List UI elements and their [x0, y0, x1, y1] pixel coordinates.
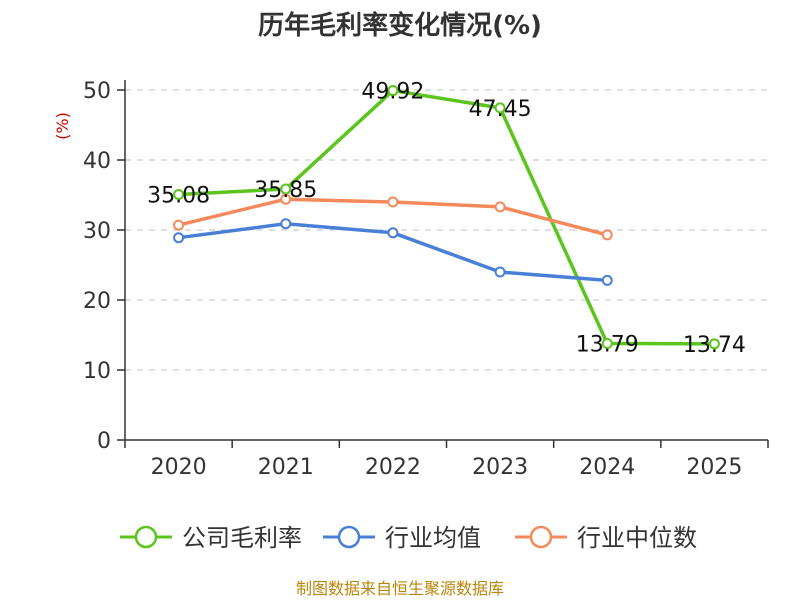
data-point-s2-2023[interactable]	[494, 201, 506, 213]
data-point-s0-2023[interactable]	[494, 102, 506, 114]
data-point-s0-2025[interactable]	[708, 338, 720, 350]
legend-marker-2	[529, 525, 553, 549]
legend-item-1[interactable]: 行业均值	[323, 524, 481, 552]
data-point-s2-2024[interactable]	[601, 229, 613, 241]
legend-label-1: 行业均值	[385, 524, 481, 552]
data-point-s1-2022[interactable]	[387, 227, 399, 239]
y-tick-label-20: 20	[83, 289, 111, 314]
y-tick-label-10: 10	[83, 359, 111, 384]
series-line-0	[178, 88, 715, 346]
x-tick-label-2025: 2025	[686, 455, 742, 480]
data-point-s0-2024[interactable]	[601, 337, 613, 349]
data-label-2025: 13.74	[683, 333, 746, 358]
x-tick-label-2023: 2023	[472, 455, 528, 480]
legend[interactable]: 公司毛利率 行业均值 行业中位数	[120, 524, 697, 552]
data-label-2022: 49.92	[361, 80, 424, 105]
legend-marker-1	[337, 525, 361, 549]
x-tick-label-2022: 2022	[365, 455, 421, 480]
y-tick-label-0: 0	[97, 429, 111, 454]
data-source-note: 制图数据来自恒生聚源数据库	[296, 579, 504, 598]
data-point-s0-2021[interactable]	[280, 183, 292, 195]
axes: 0 10 20 30 40 50 2020 2021 2022 2023 2024 2025	[83, 79, 769, 480]
legend-item-0[interactable]: 公司毛利率	[120, 524, 302, 552]
legend-marker-0	[134, 525, 158, 549]
chart-title: 历年毛利率变化情况(%)	[258, 10, 542, 41]
data-point-s0-2022[interactable]	[387, 85, 399, 97]
data-point-s2-2021[interactable]	[280, 193, 292, 205]
data-point-s1-2020[interactable]	[173, 232, 185, 244]
legend-item-2[interactable]: 行业中位数	[515, 524, 697, 552]
data-label-2021: 35.85	[254, 178, 317, 203]
data-point-s2-2022[interactable]	[387, 196, 399, 208]
data-label-2020: 35.08	[147, 183, 210, 208]
x-tick-label-2021: 2021	[258, 455, 314, 480]
x-tick-label-2024: 2024	[579, 455, 635, 480]
y-tick-label-50: 50	[83, 79, 111, 104]
data-point-s1-2021[interactable]	[280, 218, 292, 230]
data-point-s2-2020[interactable]	[173, 219, 185, 231]
y-tick-label-30: 30	[83, 219, 111, 244]
series-lines	[173, 85, 720, 350]
data-label-2024: 13.79	[576, 332, 639, 357]
data-labels: 35.08 35.85 49.92 47.45 13.79 13.74	[147, 80, 746, 358]
legend-label-0: 公司毛利率	[182, 524, 302, 552]
y-tick-label-40: 40	[83, 149, 111, 174]
legend-label-2: 行业中位数	[577, 524, 697, 552]
data-point-s1-2023[interactable]	[494, 266, 506, 278]
y-axis-label: (%)	[53, 112, 72, 140]
grid-lines	[125, 89, 768, 371]
x-tick-label-2020: 2020	[151, 455, 207, 480]
data-point-s0-2020[interactable]	[173, 188, 185, 200]
data-label-2023: 47.45	[469, 97, 532, 122]
data-point-s1-2024[interactable]	[601, 274, 613, 286]
